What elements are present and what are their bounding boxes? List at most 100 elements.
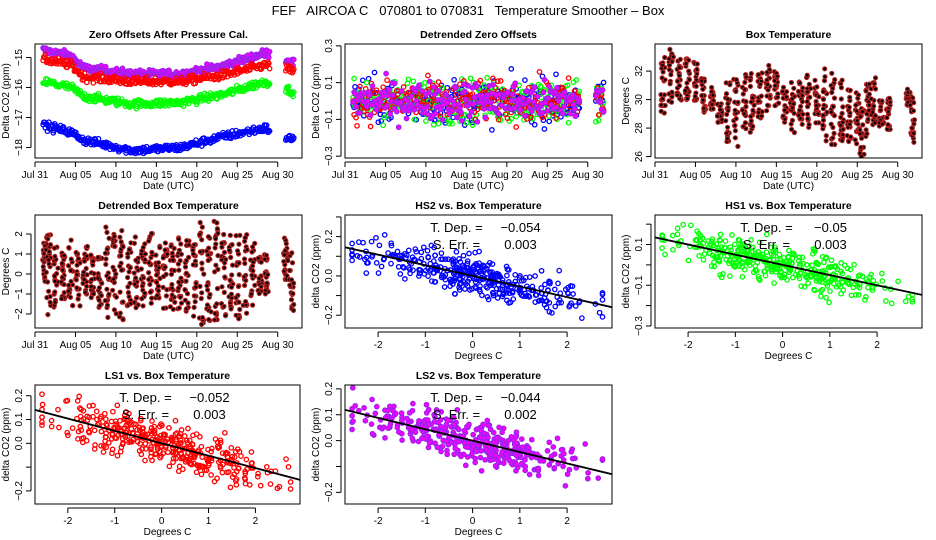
series-box-temperature <box>658 46 918 158</box>
point-HS2 <box>553 71 559 78</box>
point-LS2 <box>266 48 273 55</box>
point-temperature <box>831 95 838 101</box>
point-temperature <box>160 284 166 290</box>
point-LS2 <box>576 97 583 104</box>
point-temperature <box>863 88 869 94</box>
point-HS1 <box>851 261 857 268</box>
point-HS2 <box>428 278 435 284</box>
point-LS1 <box>265 60 272 67</box>
point-temperature <box>735 143 741 149</box>
point-temperature <box>162 264 168 270</box>
point-HS2 <box>349 252 355 259</box>
point-LS1 <box>39 422 45 428</box>
point-temperature <box>81 269 87 275</box>
point-temperature <box>732 128 739 134</box>
point-LS2 <box>474 118 481 125</box>
point-temperature <box>879 121 886 127</box>
point-LS2 <box>517 107 523 113</box>
point-temperature <box>822 66 828 72</box>
point-temperature <box>127 265 133 271</box>
point-temperature <box>76 292 82 298</box>
point-temperature <box>911 139 917 145</box>
point-temperature <box>724 124 731 130</box>
point-temperature <box>157 245 163 251</box>
point-temperature <box>829 89 835 96</box>
point-LS2 <box>432 110 439 117</box>
point-LS2 <box>451 101 457 108</box>
point-HS1 <box>513 113 520 120</box>
point-LS1 <box>367 123 374 130</box>
point-LS2 <box>384 103 390 109</box>
data-points <box>35 391 300 492</box>
point-LS1 <box>55 406 61 413</box>
point-temperature <box>163 293 169 299</box>
x-tick-label: Aug 30 <box>262 170 294 181</box>
point-temperature <box>727 82 733 88</box>
point-HS1 <box>713 254 720 261</box>
point-temperature <box>258 259 264 265</box>
point-temperature <box>125 290 131 296</box>
point-HS2 <box>476 248 482 255</box>
point-temperature <box>199 260 205 266</box>
point-LS1 <box>170 455 177 462</box>
point-HS2 <box>416 273 422 279</box>
point-temperature <box>228 284 235 290</box>
point-LS1 <box>191 454 198 461</box>
point-LS1 <box>201 467 208 473</box>
point-LS1 <box>48 423 55 430</box>
point-temperature <box>204 248 210 254</box>
point-temperature <box>46 249 52 255</box>
point-HS1 <box>722 245 729 251</box>
point-HS2 <box>430 258 437 264</box>
point-HS1 <box>840 287 847 294</box>
point-LS2 <box>597 99 604 106</box>
point-temperature <box>118 253 124 259</box>
point-HS1 <box>803 262 810 268</box>
point-LS2 <box>290 56 297 63</box>
point-HS2 <box>456 275 463 282</box>
point-temperature <box>235 248 241 254</box>
point-temperature <box>788 126 795 132</box>
point-LS2 <box>470 101 477 107</box>
point-temperature <box>847 94 853 101</box>
point-LS1 <box>274 485 281 492</box>
point-LS2 <box>490 81 496 88</box>
point-temperature <box>759 113 765 119</box>
point-HS1 <box>726 260 732 267</box>
point-temperature <box>97 303 103 309</box>
point-temperature <box>140 303 146 309</box>
point-HS1 <box>746 251 753 257</box>
point-temperature <box>872 120 878 126</box>
annotation-label: S. Err. = <box>433 237 480 252</box>
point-HS1 <box>736 263 743 269</box>
point-LS1 <box>490 75 496 82</box>
point-temperature <box>111 243 118 249</box>
point-temperature <box>117 310 123 316</box>
point-temperature <box>45 236 51 242</box>
point-temperature <box>52 253 58 259</box>
point-temperature <box>199 237 205 243</box>
point-temperature <box>674 92 681 98</box>
point-temperature <box>799 99 806 105</box>
point-LS1 <box>229 453 236 460</box>
point-LS1 <box>101 410 108 417</box>
point-temperature <box>212 317 218 323</box>
point-LS1 <box>283 456 289 462</box>
point-temperature <box>133 305 139 311</box>
y-tick-label: 0 <box>14 271 25 277</box>
point-HS1 <box>710 242 717 249</box>
point-LS2 <box>521 101 527 108</box>
point-LS2 <box>553 104 559 111</box>
point-LS2 <box>439 116 446 123</box>
point-HS1 <box>801 284 808 290</box>
point-HS2 <box>432 252 438 259</box>
point-LS1 <box>267 481 274 487</box>
point-temperature <box>755 98 761 104</box>
point-LS2 <box>366 92 373 98</box>
point-LS1 <box>290 66 297 73</box>
point-temperature <box>82 289 89 296</box>
point-temperature <box>88 252 94 258</box>
point-temperature <box>91 271 97 277</box>
point-temperature <box>832 76 838 83</box>
